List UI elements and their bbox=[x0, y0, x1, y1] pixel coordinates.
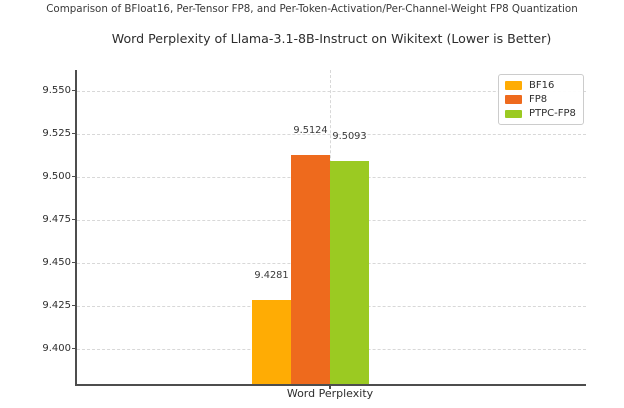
x-axis-spine bbox=[75, 383, 586, 386]
legend-label: PTPC-FP8 bbox=[529, 108, 576, 120]
legend-swatch bbox=[505, 95, 522, 104]
bar-value-label: 9.4281 bbox=[254, 270, 289, 282]
legend: BF16 FP8 PTPC-FP8 bbox=[498, 74, 584, 126]
bar-fp8 bbox=[291, 155, 330, 384]
legend-item-ptpc-fp8: PTPC-FP8 bbox=[505, 108, 576, 119]
y-tick-label: 9.525 bbox=[42, 127, 71, 139]
y-tick-mark bbox=[71, 132, 76, 135]
y-tick-label: 9.475 bbox=[42, 213, 71, 225]
x-tick-mark bbox=[329, 385, 331, 390]
bar-value-label: 9.5093 bbox=[332, 130, 367, 142]
h-gridline bbox=[77, 90, 586, 92]
y-tick-mark bbox=[71, 89, 76, 92]
y-tick-label: 9.400 bbox=[42, 342, 71, 354]
y-axis-spine bbox=[75, 70, 78, 386]
legend-label: BF16 bbox=[529, 80, 555, 91]
legend-item-bf16: BF16 bbox=[505, 80, 576, 91]
bar-value-label: 9.5124 bbox=[293, 125, 328, 137]
bar-bf16 bbox=[252, 300, 291, 384]
legend-item-fp8: FP8 bbox=[505, 94, 576, 105]
h-gridline bbox=[77, 133, 586, 135]
y-tick-mark bbox=[71, 348, 76, 350]
legend-label: FP8 bbox=[529, 94, 548, 106]
y-tick-label: 9.550 bbox=[42, 84, 71, 96]
y-tick-label: 9.425 bbox=[42, 299, 71, 311]
y-tick-mark bbox=[71, 218, 76, 221]
figure-suptitle: Comparison of BFloat16, Per-Tensor FP8, … bbox=[46, 3, 578, 15]
legend-swatch bbox=[505, 109, 522, 119]
y-tick-label: 9.450 bbox=[42, 256, 71, 268]
y-tick-mark bbox=[71, 175, 76, 178]
y-tick-mark bbox=[71, 262, 76, 264]
plot-area: 9.4281 9.5124 9.5093 bbox=[77, 70, 586, 384]
chart-title: Word Perplexity of Llama-3.1-8B-Instruct… bbox=[111, 31, 552, 46]
y-tick-mark bbox=[71, 305, 76, 307]
legend-swatch bbox=[505, 81, 522, 90]
x-tick-label: Word Perplexity bbox=[286, 387, 374, 400]
bar-ptpc-fp8 bbox=[330, 160, 369, 384]
y-tick-label: 9.500 bbox=[42, 170, 71, 182]
